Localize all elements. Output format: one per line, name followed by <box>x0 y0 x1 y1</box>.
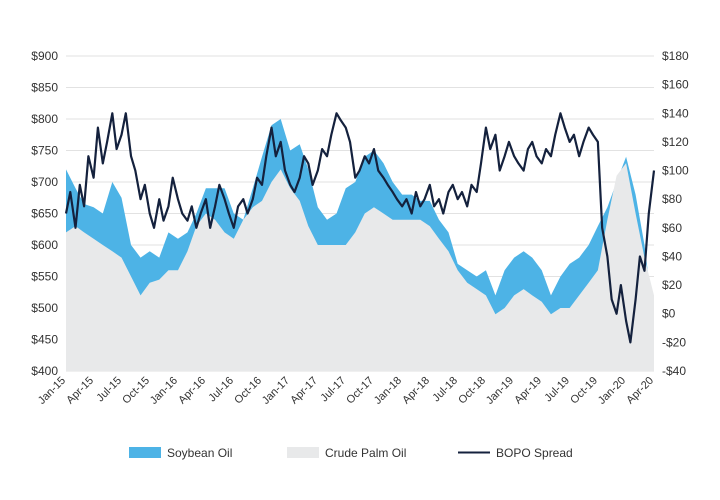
x-axis-tick-label: Oct-15 <box>120 375 152 407</box>
x-axis-tick-label: Oct-17 <box>344 375 376 407</box>
right-axis-tick-label: -$40 <box>662 364 686 378</box>
left-axis-tick-labels: $400 $450 $500 $550 $600 $650 $700 $750 $800 $850… <box>31 49 58 378</box>
x-axis-tick-label: Oct-19 <box>568 375 600 407</box>
left-axis-tick-label: $750 <box>31 144 58 158</box>
right-axis-tick-label: $100 <box>662 164 689 178</box>
legend-label-soybean: Soybean Oil <box>167 446 232 460</box>
legend-swatch-soybean <box>129 447 161 458</box>
right-axis-tick-label: $180 <box>662 49 689 63</box>
right-axis-tick-label: $140 <box>662 106 689 120</box>
x-axis-tick-label: Jan-20 <box>596 375 628 407</box>
legend-item-palm: Crude Palm Oil <box>287 446 406 460</box>
legend-item-soybean: Soybean Oil <box>129 446 232 460</box>
x-axis-tick-label: Jan-16 <box>148 375 180 407</box>
left-axis-tick-label: $800 <box>31 112 58 126</box>
right-axis-tick-label: $20 <box>662 278 682 292</box>
legend-label-spread: BOPO Spread <box>496 446 573 460</box>
right-axis-tick-label: $160 <box>662 78 689 92</box>
left-axis-tick-label: $550 <box>31 270 58 284</box>
legend: Soybean Oil Crude Palm Oil BOPO Spread <box>129 446 573 460</box>
right-axis-tick-label: $80 <box>662 192 682 206</box>
right-axis-tick-label: $120 <box>662 135 689 149</box>
right-axis-tick-label: -$20 <box>662 335 686 349</box>
x-axis-tick-label: Jul-16 <box>206 375 236 405</box>
right-axis-tick-label: $0 <box>662 307 676 321</box>
left-axis-tick-label: $850 <box>31 81 58 95</box>
x-axis-tick-label: Apr-20 <box>624 375 656 407</box>
right-axis-tick-label: $40 <box>662 249 682 263</box>
right-axis-tick-labels: -$40 -$20 $0 $20 $40 $60 $80 $100 $120 $140 $160 $1… <box>662 49 689 378</box>
x-axis-tick-labels: Jan-15Apr-15Jul-15Oct-15Jan-16Apr-16Jul-… <box>36 375 656 407</box>
area-series-layer <box>66 119 654 371</box>
x-axis-tick-label: Jul-15 <box>94 375 124 405</box>
x-axis-tick-label: Jan-15 <box>36 375 68 407</box>
left-axis-tick-label: $700 <box>31 175 58 189</box>
line-series-layer <box>64 112 656 344</box>
series-bopo-spread-line <box>64 112 656 344</box>
x-axis-tick-label: Jul-19 <box>542 375 572 405</box>
series-crude-palm-oil-area <box>66 163 654 371</box>
x-axis-tick-label: Jul-17 <box>318 375 348 405</box>
x-axis-tick-label: Apr-18 <box>400 375 432 407</box>
legend-swatch-palm <box>287 447 319 458</box>
x-axis-tick-label: Apr-19 <box>512 375 544 407</box>
left-axis-tick-label: $400 <box>31 364 58 378</box>
x-axis-tick-label: Jan-17 <box>260 375 292 407</box>
x-axis-tick-label: Jan-18 <box>372 375 404 407</box>
left-axis-tick-label: $600 <box>31 238 58 252</box>
x-axis-tick-label: Oct-18 <box>456 375 488 407</box>
x-axis-tick-label: Apr-15 <box>64 375 96 407</box>
x-axis-tick-label: Apr-17 <box>288 375 320 407</box>
right-axis-tick-label: $60 <box>662 221 682 235</box>
left-axis-tick-label: $450 <box>31 333 58 347</box>
legend-label-palm: Crude Palm Oil <box>325 446 406 460</box>
legend-item-spread: BOPO Spread <box>458 446 573 460</box>
left-axis-tick-label: $650 <box>31 207 58 221</box>
x-axis-tick-label: Oct-16 <box>232 375 264 407</box>
left-axis-tick-label: $500 <box>31 301 58 315</box>
left-axis-tick-label: $900 <box>31 49 58 63</box>
x-axis-tick-label: Jul-18 <box>430 375 460 405</box>
x-axis-tick-label: Jan-19 <box>484 375 516 407</box>
x-axis-tick-label: Apr-16 <box>176 375 208 407</box>
